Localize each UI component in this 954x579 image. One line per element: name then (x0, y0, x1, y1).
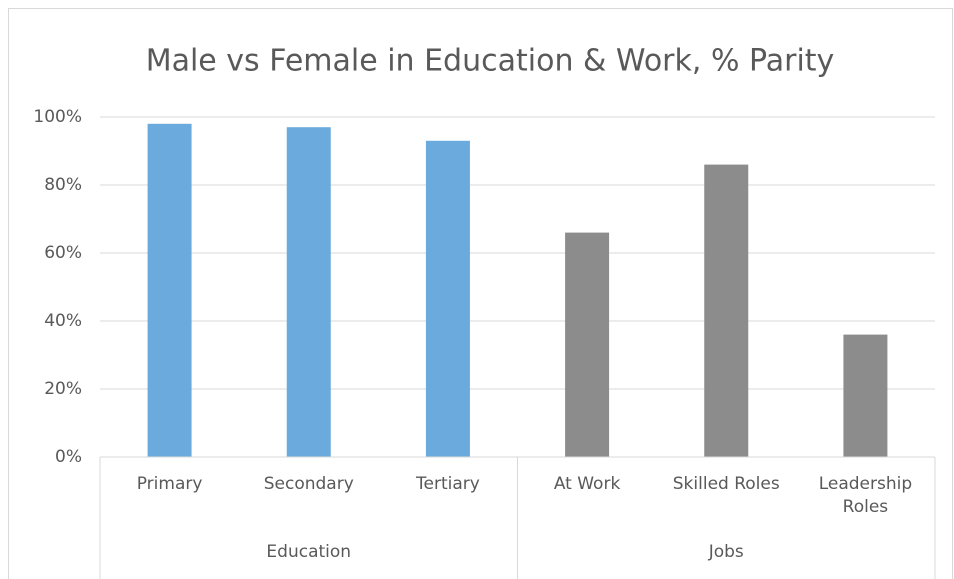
bar (704, 164, 749, 457)
group-label: Education (266, 542, 352, 562)
bar (147, 123, 192, 458)
x-tick-label: Tertiary (416, 474, 480, 494)
y-tick-label: 40% (44, 311, 82, 331)
y-tick-label: 20% (44, 379, 82, 399)
x-tick-label: At Work (553, 474, 621, 494)
x-tick-label: Skilled Roles (672, 474, 780, 494)
bar (286, 127, 331, 457)
bar (565, 232, 610, 457)
group-label: Jobs (708, 542, 744, 562)
y-tick-label: 60% (44, 243, 82, 263)
y-tick-label: 80% (44, 175, 82, 195)
y-tick-label: 0% (55, 447, 82, 467)
x-tick-label: Secondary (263, 474, 354, 494)
y-tick-label: 100% (33, 107, 82, 127)
x-tick-label: Primary (136, 474, 203, 494)
bar (843, 334, 888, 457)
bar (425, 140, 470, 458)
chart-border (8, 8, 953, 579)
x-tick-label: Leadership Roles (818, 474, 913, 517)
chart-title: Male vs Female in Education & Work, % Pa… (146, 44, 835, 79)
